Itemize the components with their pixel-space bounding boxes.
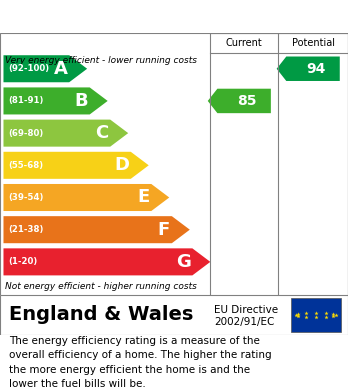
Text: (39-54): (39-54) xyxy=(9,193,44,202)
Text: (81-91): (81-91) xyxy=(9,97,44,106)
Polygon shape xyxy=(3,184,169,211)
Polygon shape xyxy=(3,120,128,147)
Text: F: F xyxy=(158,221,170,239)
Text: (21-38): (21-38) xyxy=(9,225,44,234)
Text: (1-20): (1-20) xyxy=(9,257,38,266)
Text: (92-100): (92-100) xyxy=(9,64,50,73)
Text: Energy Efficiency Rating: Energy Efficiency Rating xyxy=(9,7,238,25)
Polygon shape xyxy=(208,89,271,113)
Text: 94: 94 xyxy=(306,62,326,76)
Text: G: G xyxy=(176,253,191,271)
Polygon shape xyxy=(3,152,149,179)
Text: Very energy efficient - lower running costs: Very energy efficient - lower running co… xyxy=(5,56,197,65)
Text: Not energy efficient - higher running costs: Not energy efficient - higher running co… xyxy=(5,282,197,291)
Text: EU Directive: EU Directive xyxy=(214,305,278,315)
Text: B: B xyxy=(74,92,88,110)
Text: Potential: Potential xyxy=(292,38,334,48)
Text: (69-80): (69-80) xyxy=(9,129,44,138)
FancyBboxPatch shape xyxy=(291,298,341,332)
Text: Current: Current xyxy=(226,38,262,48)
Polygon shape xyxy=(277,57,340,81)
Text: 85: 85 xyxy=(237,94,257,108)
Polygon shape xyxy=(3,55,87,82)
Text: (55-68): (55-68) xyxy=(9,161,44,170)
Text: 2002/91/EC: 2002/91/EC xyxy=(214,317,274,327)
Text: E: E xyxy=(137,188,150,206)
Text: A: A xyxy=(54,60,68,78)
Polygon shape xyxy=(3,88,108,115)
Polygon shape xyxy=(3,216,190,243)
Polygon shape xyxy=(3,248,210,275)
Text: The energy efficiency rating is a measure of the
overall efficiency of a home. T: The energy efficiency rating is a measur… xyxy=(9,336,271,389)
Text: D: D xyxy=(114,156,129,174)
Text: England & Wales: England & Wales xyxy=(9,305,193,325)
Text: C: C xyxy=(95,124,109,142)
